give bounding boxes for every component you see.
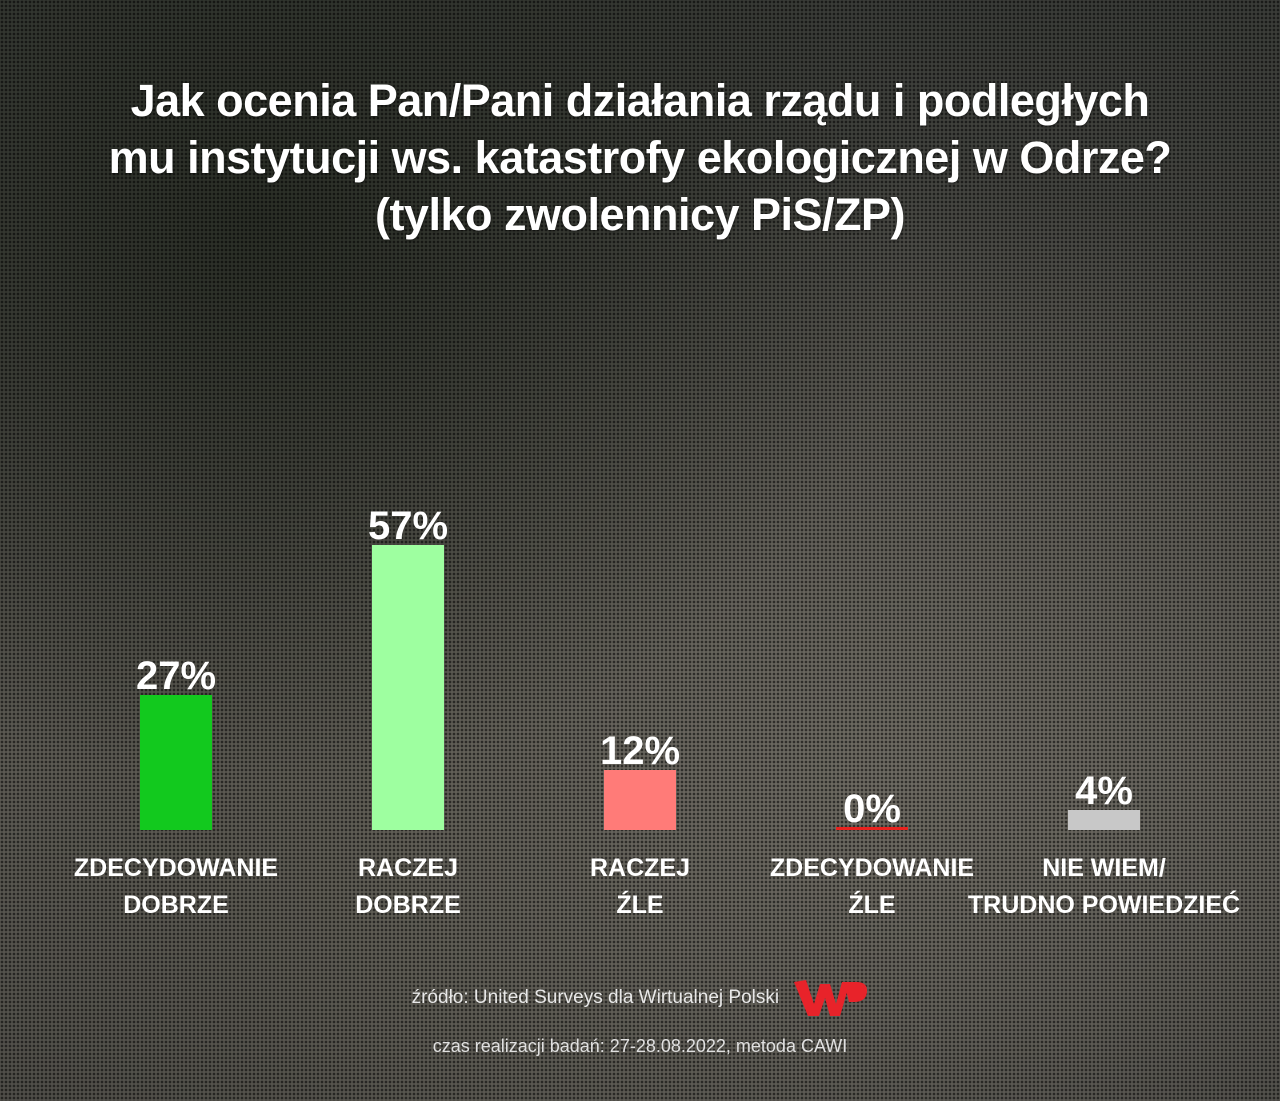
bar-4 <box>1068 810 1140 830</box>
category-label-3: ZDECYDOWANIE <box>770 854 974 882</box>
bar-1 <box>372 545 444 830</box>
title-line-3: (tylko zwolennicy PiS/ZP) <box>374 189 906 240</box>
category-label-2: ŹLE <box>616 890 663 919</box>
category-label-0: ZDECYDOWANIE <box>74 854 278 882</box>
category-label-1: DOBRZE <box>355 891 461 919</box>
data-label-3: 0% <box>843 787 901 831</box>
data-label-2: 12% <box>600 729 680 773</box>
category-label-3: ŹLE <box>848 890 895 919</box>
category-label-4: TRUDNO POWIEDZIEĆ <box>968 889 1240 919</box>
category-label-0: DOBRZE <box>123 891 229 919</box>
title-line-1: Jak ocenia Pan/Pani działania rządu i po… <box>130 75 1150 126</box>
bar-3 <box>836 827 908 830</box>
bar-0 <box>140 695 212 830</box>
source-line: źródło: United Surveys dla Wirtualnej Po… <box>0 978 1280 1018</box>
title-line-2: mu instytucji ws. katastrofy ekologiczne… <box>108 132 1172 183</box>
category-label-2: RACZEJ <box>590 854 690 882</box>
method-text: czas realizacji badań: 27-28.08.2022, me… <box>432 1036 848 1056</box>
category-label-1: RACZEJ <box>358 854 458 882</box>
data-label-1: 57% <box>368 504 448 548</box>
wp-logo <box>794 980 868 1016</box>
data-label-4: 4% <box>1075 769 1133 813</box>
chart-title: Jak ocenia Pan/Pani działania rządu i po… <box>0 72 1280 243</box>
data-label-0: 27% <box>136 654 216 698</box>
bar-chart: 27% ZDECYDOWANIE DOBRZE 57% RACZEJ DOBRZE 12% R… <box>74 504 1240 919</box>
category-label-4: NIE WIEM/ <box>1042 854 1166 882</box>
source-text: źródło: United Surveys dla Wirtualnej Po… <box>411 987 780 1008</box>
bar-2 <box>604 770 676 830</box>
